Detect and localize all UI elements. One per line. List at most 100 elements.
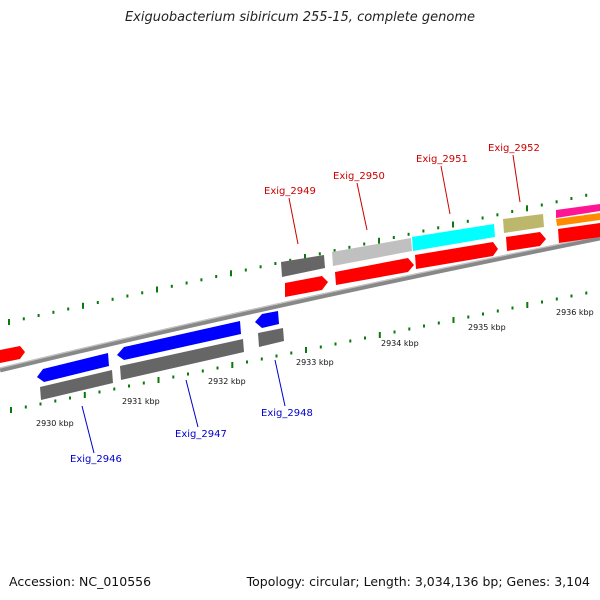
- gene-exig-2952-red[interactable]: [506, 232, 546, 251]
- genome-backbone: [0, 235, 600, 373]
- outer-tick: [289, 258, 292, 262]
- outer-tick: [22, 317, 25, 321]
- outer-tick: [511, 210, 514, 213]
- outer-tick: [82, 302, 84, 309]
- outer-tick: [215, 275, 218, 278]
- outer-tick: [452, 221, 454, 228]
- outer-tick: [407, 232, 410, 236]
- outer-tick: [392, 236, 395, 239]
- gene-label-exig-2948[interactable]: Exig_2948: [261, 408, 313, 419]
- gene-exig-2948-gray[interactable]: [258, 328, 284, 347]
- gene-orange-right[interactable]: [556, 213, 600, 226]
- inner-tick: [452, 317, 455, 323]
- inner-tick: [511, 306, 514, 310]
- gene-label-exig-2949[interactable]: Exig_2949: [264, 186, 316, 197]
- inner-tick: [10, 407, 12, 413]
- reverse-leader-lines: [81, 359, 286, 454]
- gene-label-exig-2946[interactable]: Exig_2946: [70, 454, 122, 465]
- inner-tick: [157, 377, 160, 383]
- gene-exig-2951-red[interactable]: [415, 242, 498, 269]
- outer-tick: [378, 237, 380, 244]
- scale-label-2935: 2935 kbp: [468, 323, 506, 332]
- inner-tick: [423, 324, 425, 328]
- inner-tick: [305, 347, 307, 353]
- outer-tick: [304, 254, 306, 260]
- gene-arrow-red-left[interactable]: [0, 346, 25, 363]
- outer-tick: [363, 242, 366, 246]
- outer-tick: [185, 281, 188, 285]
- inner-tick: [482, 312, 484, 316]
- inner-tick: [378, 332, 381, 338]
- inner-tick: [246, 360, 248, 364]
- outer-tick: [570, 197, 573, 200]
- inner-tick: [142, 381, 145, 385]
- inner-tick: [69, 396, 71, 400]
- inner-tick: [585, 291, 588, 295]
- outer-tick: [52, 310, 55, 314]
- scale-label-2930: 2930 kbp: [36, 419, 74, 428]
- inner-tick: [541, 300, 543, 304]
- gene-exig-2949-gray[interactable]: [281, 255, 325, 277]
- scale-label-2936: 2936 kbp: [556, 308, 594, 317]
- scale-label-2933: 2933 kbp: [296, 358, 334, 367]
- inner-tick: [408, 327, 411, 331]
- outer-tick: [126, 294, 129, 298]
- inner-tick: [201, 369, 204, 373]
- outer-tick: [111, 297, 114, 301]
- gene-exig-2950-red[interactable]: [335, 258, 414, 285]
- inner-tick: [231, 362, 234, 368]
- forward-leader-lines: [288, 154, 521, 245]
- gene-label-exig-2947[interactable]: Exig_2947: [175, 429, 227, 440]
- outer-tick: [540, 203, 543, 207]
- tick-marks: [8, 193, 588, 413]
- inner-tick: [334, 342, 337, 346]
- map-title: Exiguobacterium sibiricum 255-15, comple…: [124, 10, 476, 25]
- gene-label-exig-2950[interactable]: Exig_2950: [333, 171, 385, 182]
- outer-tick: [437, 226, 440, 230]
- gene-exig-2946-gray[interactable]: [40, 370, 113, 400]
- inner-tick: [128, 384, 130, 388]
- outer-tick: [422, 229, 425, 233]
- gene-exig-2949-red[interactable]: [285, 276, 328, 297]
- gene-exig-2947-gray[interactable]: [120, 339, 244, 380]
- outer-tick: [274, 262, 277, 265]
- inner-tick: [349, 339, 352, 343]
- outer-tick: [37, 314, 40, 317]
- gene-exig-2950-lightgray[interactable]: [332, 238, 412, 266]
- inner-tick: [83, 392, 86, 398]
- outer-tick: [466, 219, 469, 223]
- gene-exig-2951-cyan[interactable]: [412, 224, 495, 251]
- outer-tick: [67, 307, 70, 311]
- inner-tick: [187, 372, 189, 376]
- accession-label: Accession: NC_010556: [9, 574, 152, 589]
- outer-tick: [333, 249, 336, 252]
- scale-label-2934: 2934 kbp: [381, 339, 419, 348]
- gene-exig-2946-blue[interactable]: [37, 353, 109, 382]
- genome-backbone-highlight: [0, 235, 600, 369]
- inner-tick: [98, 390, 101, 394]
- outer-tick: [230, 270, 232, 277]
- outer-tick: [244, 268, 247, 272]
- inner-tick: [496, 309, 499, 313]
- gene-exig-2948-blue[interactable]: [255, 311, 279, 328]
- gene-magenta-right[interactable]: [556, 204, 600, 218]
- outer-tick: [156, 286, 158, 293]
- outer-tick: [141, 291, 144, 295]
- outer-tick: [259, 265, 262, 269]
- inner-tick: [260, 357, 263, 361]
- gene-label-exig-2951[interactable]: Exig_2951: [416, 154, 468, 165]
- inner-tick: [39, 402, 42, 406]
- gene-exig-2952-khaki[interactable]: [503, 214, 544, 233]
- gene-label-exig-2952[interactable]: Exig_2952: [488, 143, 540, 154]
- outer-tick: [8, 319, 10, 325]
- inner-tick: [290, 351, 293, 355]
- outer-tick: [96, 301, 99, 304]
- inner-tick: [319, 345, 322, 349]
- outer-tick: [496, 213, 499, 217]
- scale-label-2931: 2931 kbp: [122, 397, 160, 406]
- inner-tick: [364, 336, 366, 340]
- outer-tick: [526, 205, 528, 212]
- gene-exig-2947-blue[interactable]: [117, 321, 241, 360]
- gene-red-right[interactable]: [558, 223, 600, 243]
